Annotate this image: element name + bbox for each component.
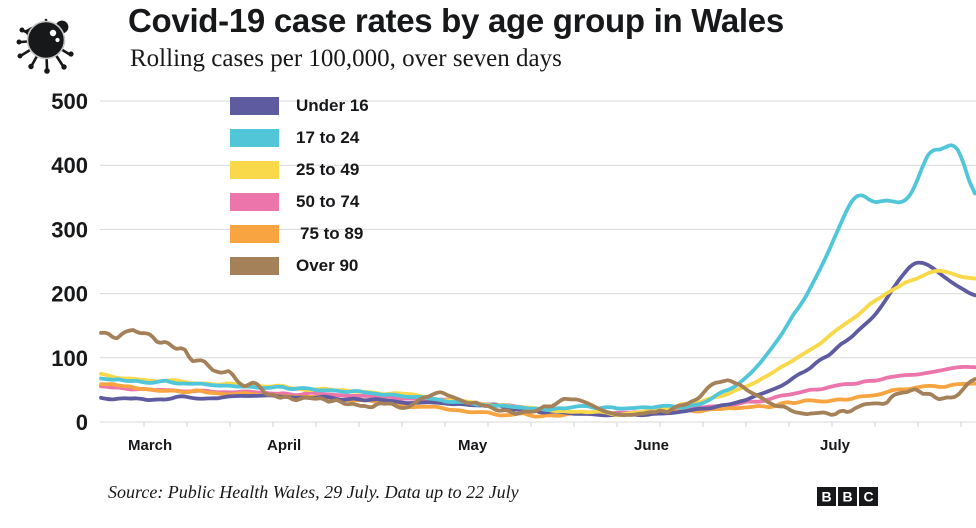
svg-text:17 to 24: 17 to 24 [296, 128, 360, 147]
svg-text:0: 0 [76, 410, 88, 435]
svg-text:200: 200 [51, 282, 88, 307]
svg-text:75 to 89: 75 to 89 [300, 224, 363, 243]
svg-text:25 to 49: 25 to 49 [296, 160, 359, 179]
svg-text:May: May [458, 437, 488, 454]
svg-text:C: C [863, 489, 873, 505]
svg-text:500: 500 [51, 89, 88, 114]
svg-text:300: 300 [51, 217, 88, 242]
svg-text:March: March [128, 437, 172, 454]
svg-text:B: B [821, 489, 831, 505]
svg-text:June: June [634, 437, 669, 454]
svg-text:April: April [267, 437, 301, 454]
svg-text:Over 90: Over 90 [296, 256, 358, 275]
svg-text:July: July [820, 437, 851, 454]
svg-text:Under 16: Under 16 [296, 96, 369, 115]
svg-text:400: 400 [51, 153, 88, 178]
svg-text:100: 100 [51, 346, 88, 371]
svg-text:50 to 74: 50 to 74 [296, 192, 360, 211]
svg-text:B: B [842, 489, 852, 505]
